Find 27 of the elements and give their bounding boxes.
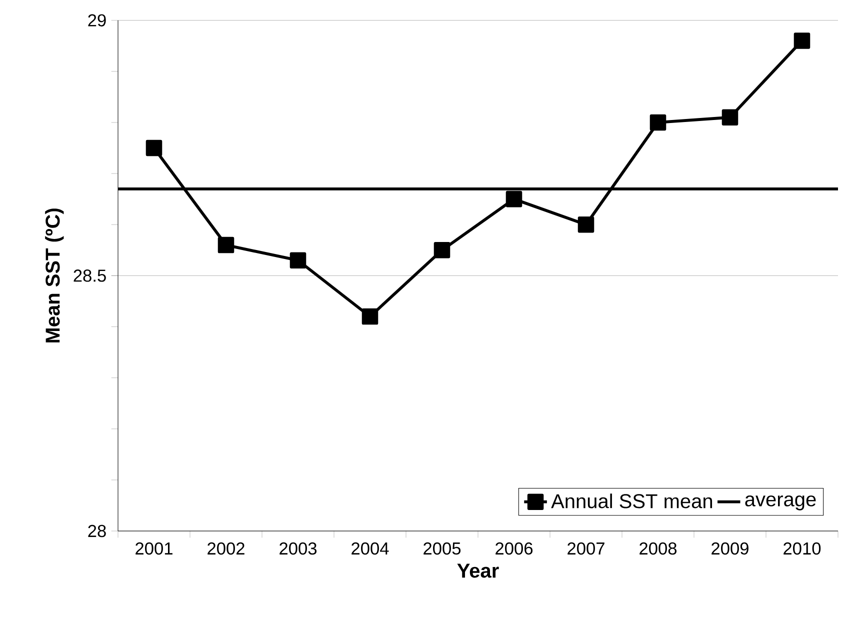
x-tick-label: 2005 [424,542,461,555]
x-tick-label: 2006 [496,542,533,555]
point [218,236,234,254]
y-axis-title: Mean SST (ºC) [45,208,64,342]
x-tick-label: 2009 [712,542,748,555]
point [650,114,666,131]
y-tick-label: 28.5 [74,270,106,282]
point [722,109,738,126]
point [362,308,378,325]
legend-label: Annual SST mean [551,494,712,508]
legend-label: average [745,495,816,510]
point [146,140,162,156]
x-tick-label: 2004 [352,542,389,555]
x-axis-title: Year [457,564,499,578]
x-tick-label: 2010 [784,542,821,555]
x-tick-label: 2008 [640,542,677,555]
point [506,190,522,208]
x-tick-label: 2003 [280,542,317,555]
y-tick-label: 29 [88,14,106,26]
point [434,242,450,258]
x-tick-label: 2007 [568,542,604,555]
point [794,32,810,49]
point [290,252,306,268]
x-tick-label: 2002 [208,542,244,555]
point [578,216,594,233]
x-tick-label: 2001 [136,542,172,555]
y-tick-label: 28 [88,524,106,538]
